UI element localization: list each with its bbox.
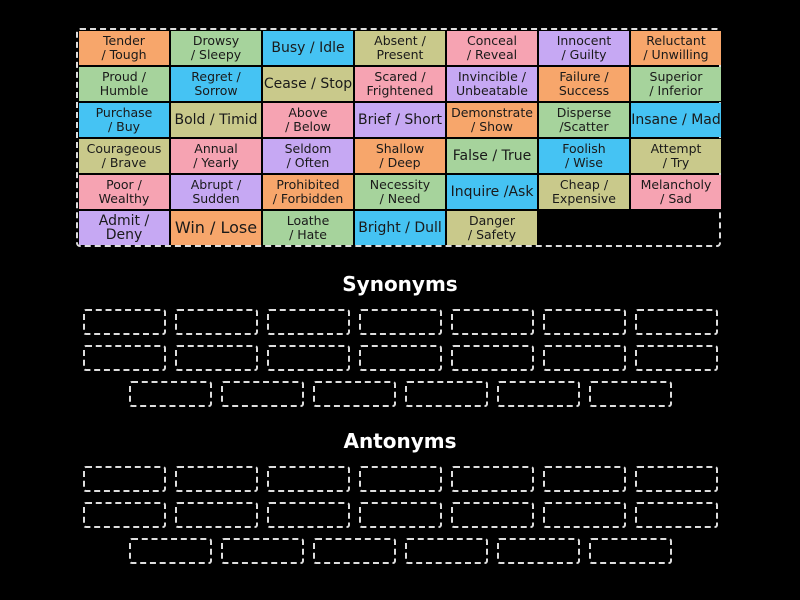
- word-pair-card[interactable]: Invincible / Unbeatable: [447, 67, 537, 101]
- word-pair-card[interactable]: Win / Lose: [171, 211, 261, 245]
- antonyms-drop-slot[interactable]: [267, 502, 350, 528]
- word-pair-card[interactable]: Brief / Short: [355, 103, 445, 137]
- synonyms-heading: Synonyms: [342, 272, 458, 296]
- word-pair-card[interactable]: Melancholy / Sad: [631, 175, 721, 209]
- synonyms-drop-slot[interactable]: [451, 345, 534, 371]
- synonyms-drop-slot[interactable]: [267, 345, 350, 371]
- word-pair-card[interactable]: Attempt / Try: [631, 139, 721, 173]
- word-pair-card[interactable]: Seldom / Often: [263, 139, 353, 173]
- word-pair-card[interactable]: Scared / Frightened: [355, 67, 445, 101]
- word-pair-card[interactable]: Conceal / Reveal: [447, 31, 537, 65]
- word-pair-card[interactable]: Failure / Success: [539, 67, 629, 101]
- synonyms-drop-slot[interactable]: [405, 381, 488, 407]
- word-pair-card[interactable]: Tender / Tough: [79, 31, 169, 65]
- word-pair-card[interactable]: Prohibited / Forbidden: [263, 175, 353, 209]
- antonyms-drop-slot[interactable]: [83, 502, 166, 528]
- antonyms-drop-slot[interactable]: [451, 502, 534, 528]
- antonyms-drop-slot[interactable]: [359, 502, 442, 528]
- antonyms-drop-slot[interactable]: [497, 538, 580, 564]
- word-pair-card[interactable]: Purchase / Buy: [79, 103, 169, 137]
- word-pair-card[interactable]: Abrupt / Sudden: [171, 175, 261, 209]
- synonyms-drop-slot[interactable]: [359, 309, 442, 335]
- word-pair-card[interactable]: Insane / Mad: [631, 103, 721, 137]
- word-pair-card[interactable]: Bold / Timid: [171, 103, 261, 137]
- synonyms-drop-slot[interactable]: [543, 309, 626, 335]
- antonyms-drop-slot[interactable]: [221, 538, 304, 564]
- word-pair-card[interactable]: Courageous / Brave: [79, 139, 169, 173]
- synonyms-drop-slot[interactable]: [221, 381, 304, 407]
- antonyms-drop-slot[interactable]: [267, 466, 350, 492]
- antonyms-drop-slot[interactable]: [129, 538, 212, 564]
- word-pair-card[interactable]: Reluctant / Unwilling: [631, 31, 721, 65]
- antonyms-drop-slot[interactable]: [175, 466, 258, 492]
- synonyms-drop-slot[interactable]: [175, 309, 258, 335]
- word-pair-card[interactable]: Regret / Sorrow: [171, 67, 261, 101]
- synonyms-drop-slot[interactable]: [589, 381, 672, 407]
- antonyms-drop-slot[interactable]: [543, 502, 626, 528]
- word-pair-card[interactable]: Disperse /Scatter: [539, 103, 629, 137]
- antonyms-drop-slot[interactable]: [175, 502, 258, 528]
- word-pair-card[interactable]: Innocent / Guilty: [539, 31, 629, 65]
- synonyms-drop-slot[interactable]: [497, 381, 580, 407]
- synonyms-drop-slot[interactable]: [359, 345, 442, 371]
- antonyms-heading: Antonyms: [343, 429, 457, 453]
- antonyms-drop-slot[interactable]: [405, 538, 488, 564]
- word-pair-card[interactable]: Annual / Yearly: [171, 139, 261, 173]
- word-pair-card[interactable]: Superior / Inferior: [631, 67, 721, 101]
- synonyms-drop-slot[interactable]: [83, 345, 166, 371]
- antonyms-drop-slot[interactable]: [83, 466, 166, 492]
- word-pair-card[interactable]: Inquire /Ask: [447, 175, 537, 209]
- word-pair-card[interactable]: Shallow / Deep: [355, 139, 445, 173]
- word-pair-card[interactable]: Cheap / Expensive: [539, 175, 629, 209]
- word-pair-card[interactable]: Danger / Safety: [447, 211, 537, 245]
- synonyms-drop-slot[interactable]: [129, 381, 212, 407]
- word-pair-card[interactable]: Above / Below: [263, 103, 353, 137]
- word-pair-card[interactable]: Proud / Humble: [79, 67, 169, 101]
- word-pair-card[interactable]: Absent / Present: [355, 31, 445, 65]
- antonyms-drop-slot[interactable]: [359, 466, 442, 492]
- word-pair-card[interactable]: Loathe / Hate: [263, 211, 353, 245]
- synonyms-drop-slot[interactable]: [83, 309, 166, 335]
- word-pair-card[interactable]: Necessity / Need: [355, 175, 445, 209]
- antonyms-drop-slot[interactable]: [635, 466, 718, 492]
- synonyms-drop-slot[interactable]: [451, 309, 534, 335]
- word-pair-card[interactable]: Busy / Idle: [263, 31, 353, 65]
- word-pair-card[interactable]: False / True: [447, 139, 537, 173]
- synonyms-drop-slot[interactable]: [543, 345, 626, 371]
- antonyms-drop-slot[interactable]: [313, 538, 396, 564]
- word-pair-card[interactable]: Cease / Stop: [263, 67, 353, 101]
- word-pair-card[interactable]: Drowsy / Sleepy: [171, 31, 261, 65]
- antonyms-drop-slot[interactable]: [635, 502, 718, 528]
- synonyms-drop-slot[interactable]: [175, 345, 258, 371]
- synonyms-drop-slot[interactable]: [313, 381, 396, 407]
- word-pair-card[interactable]: Foolish / Wise: [539, 139, 629, 173]
- synonyms-drop-slot[interactable]: [635, 345, 718, 371]
- antonyms-drop-slot[interactable]: [451, 466, 534, 492]
- antonyms-drop-slot[interactable]: [589, 538, 672, 564]
- synonyms-drop-slot[interactable]: [267, 309, 350, 335]
- word-pair-card[interactable]: Admit / Deny: [79, 211, 169, 245]
- antonyms-drop-slot[interactable]: [543, 466, 626, 492]
- word-pair-card[interactable]: Demonstrate / Show: [447, 103, 537, 137]
- word-pair-card[interactable]: Bright / Dull: [355, 211, 445, 245]
- word-pair-card[interactable]: Poor / Wealthy: [79, 175, 169, 209]
- card-bank: Tender / Tough Drowsy / Sleepy Busy / Idle…: [76, 28, 721, 247]
- synonyms-drop-slot[interactable]: [635, 309, 718, 335]
